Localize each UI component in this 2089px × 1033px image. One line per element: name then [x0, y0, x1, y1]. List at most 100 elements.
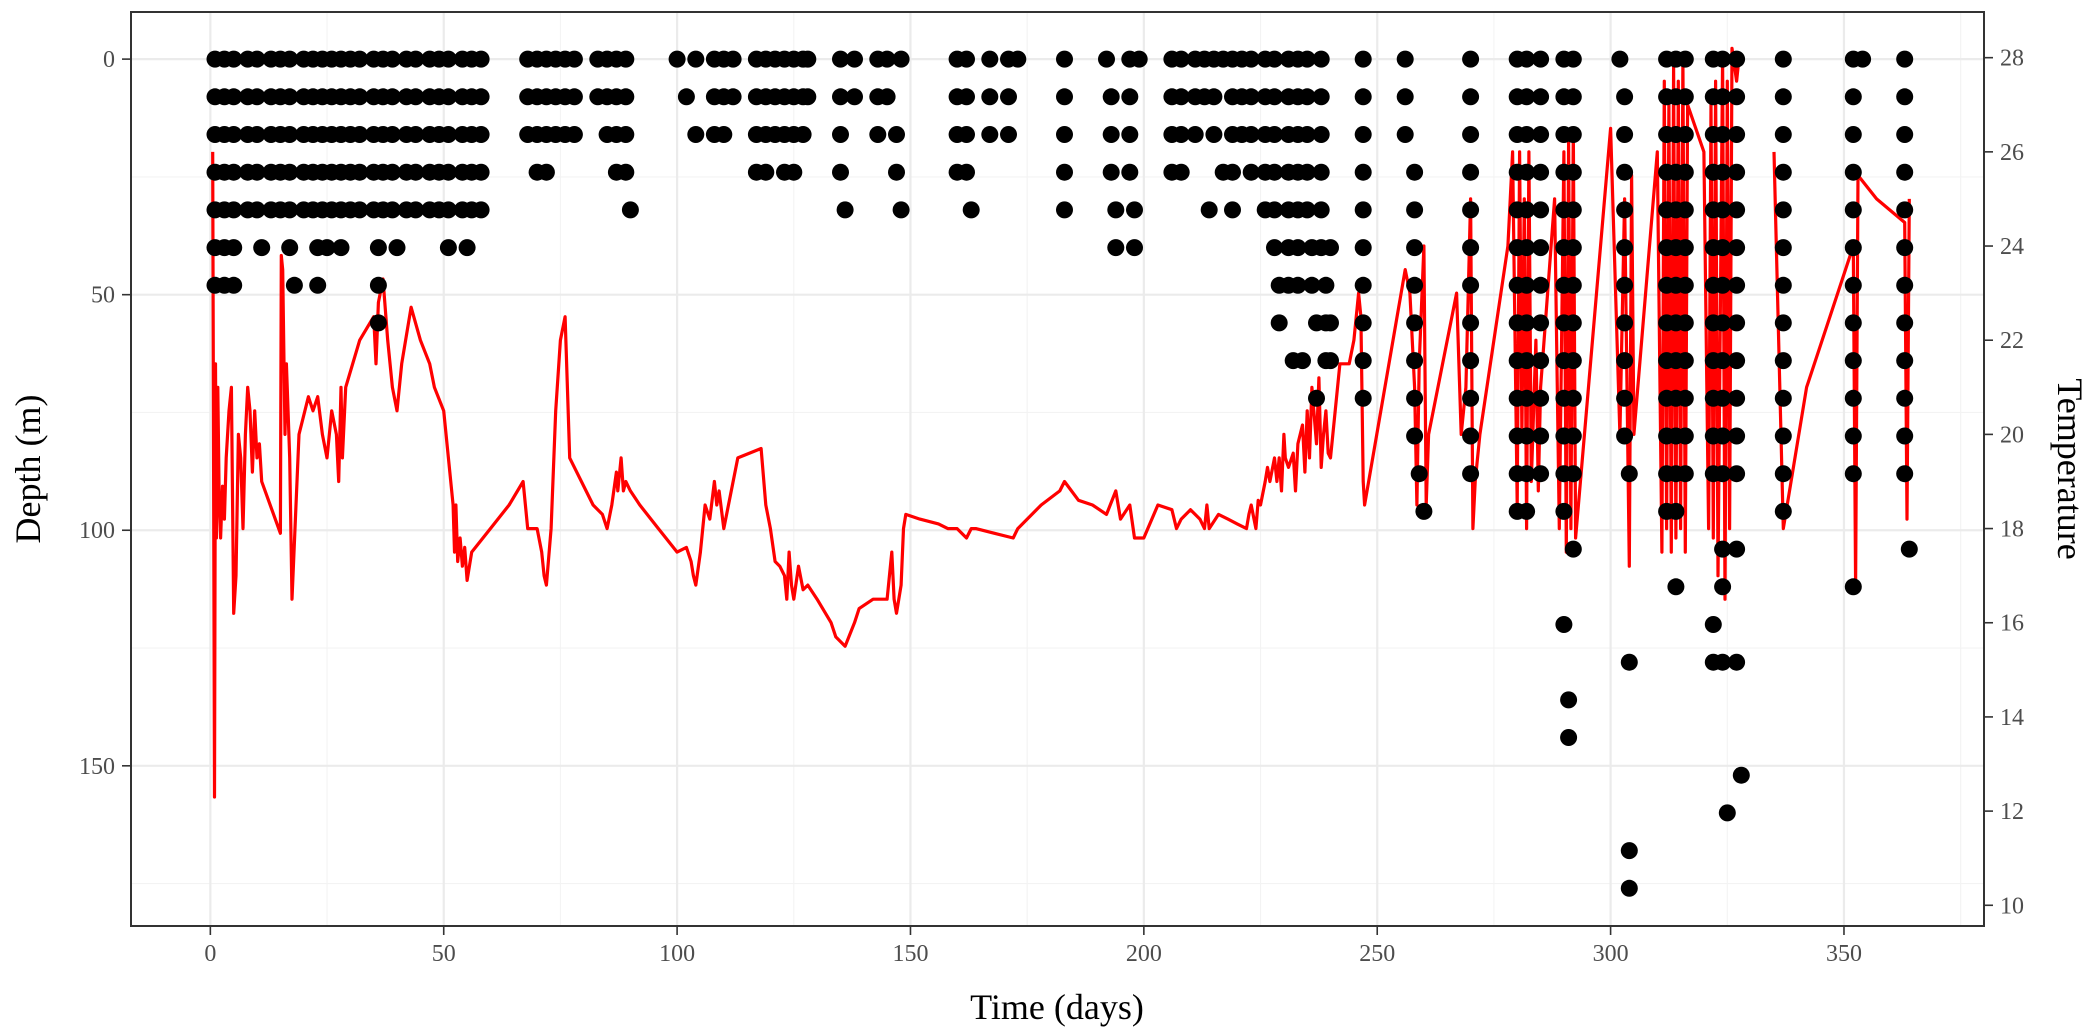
depth-point — [1354, 389, 1372, 407]
depth-point — [1564, 427, 1582, 445]
depth-point — [1676, 465, 1694, 483]
depth-point — [1518, 88, 1536, 106]
y2-tick-label: 22 — [2000, 328, 2024, 354]
depth-point — [1518, 126, 1536, 143]
depth-point — [1774, 502, 1792, 520]
depth-point — [565, 50, 583, 68]
depth-point — [1616, 239, 1634, 257]
y2-tick-label: 28 — [2000, 46, 2024, 72]
depth-point — [1172, 126, 1190, 143]
depth-point — [1462, 88, 1480, 106]
depth-point — [225, 201, 243, 219]
depth-point — [281, 163, 299, 181]
depth-point — [687, 50, 705, 68]
depth-point — [1896, 88, 1914, 106]
depth-point — [1312, 50, 1330, 68]
depth-point — [1518, 314, 1536, 332]
depth-point — [1714, 88, 1732, 106]
depth-point — [1844, 163, 1862, 181]
x-tick-label: 0 — [204, 941, 216, 967]
depth-point — [1896, 126, 1914, 143]
depth-point — [1298, 88, 1316, 106]
depth-point — [309, 276, 327, 294]
depth-point — [1728, 276, 1746, 294]
depth-point — [1518, 276, 1536, 294]
depth-point — [1298, 201, 1316, 219]
depth-point — [1406, 427, 1424, 445]
depth-point — [1564, 239, 1582, 257]
depth-point — [1714, 276, 1732, 294]
depth-point — [1406, 201, 1424, 219]
depth-point — [1462, 126, 1480, 143]
depth-point — [1564, 276, 1582, 294]
depth-point — [1102, 163, 1120, 181]
temperature-line — [1772, 151, 1911, 587]
depth-point — [1728, 239, 1746, 257]
depth-point — [1900, 540, 1918, 558]
depth-point — [1896, 465, 1914, 483]
depth-point — [1266, 50, 1283, 68]
depth-point — [1564, 126, 1582, 143]
depth-point — [1308, 389, 1325, 407]
depth-point — [1172, 88, 1190, 106]
depth-point — [1714, 427, 1732, 445]
depth-point — [1714, 163, 1732, 181]
depth-point — [1354, 201, 1372, 219]
depth-point — [1242, 126, 1260, 143]
y2-tick-label: 14 — [2000, 705, 2024, 731]
depth-point — [1611, 50, 1629, 68]
depth-point — [458, 239, 476, 257]
depth-point — [1532, 126, 1550, 143]
depth-point — [958, 88, 975, 106]
y-tick-label: 0 — [103, 47, 115, 73]
depth-point — [1844, 314, 1862, 332]
x-tick-label: 300 — [1593, 941, 1629, 967]
depth-point — [1774, 50, 1792, 68]
depth-point — [1462, 50, 1480, 68]
depth-point — [1266, 126, 1283, 143]
depth-point — [1354, 276, 1372, 294]
depth-point — [1896, 314, 1914, 332]
depth-point — [1616, 163, 1634, 181]
x-tick-label: 200 — [1126, 941, 1162, 967]
depth-point — [439, 239, 457, 257]
depth-point — [1774, 427, 1792, 445]
depth-point — [1242, 163, 1260, 181]
depth-point — [1312, 88, 1330, 106]
depth-point — [892, 201, 910, 219]
depth-point — [1242, 50, 1260, 68]
depth-point — [892, 50, 910, 68]
depth-point — [757, 163, 775, 181]
depth-point — [1728, 88, 1746, 106]
depth-point — [1518, 50, 1536, 68]
depth-point — [1896, 163, 1914, 181]
depth-point — [1298, 163, 1316, 181]
depth-point — [1844, 276, 1862, 294]
depth-point — [1620, 653, 1638, 671]
depth-point — [1728, 389, 1746, 407]
depth-point — [1205, 126, 1223, 143]
depth-point — [369, 276, 387, 294]
depth-point — [1564, 465, 1582, 483]
depth-point — [1312, 126, 1330, 143]
depth-point — [1844, 88, 1862, 106]
depth-point — [1532, 201, 1550, 219]
depth-point — [472, 163, 490, 181]
depth-point — [1714, 389, 1732, 407]
depth-point — [1224, 163, 1241, 181]
depth-point — [1620, 879, 1638, 897]
depth-point — [1532, 389, 1550, 407]
depth-point — [225, 276, 243, 294]
depth-point — [1354, 314, 1372, 332]
depth-point — [1844, 465, 1862, 483]
depth-point — [1322, 239, 1339, 257]
depth-point — [1676, 239, 1694, 257]
depth-point — [439, 50, 457, 68]
depth-point — [1714, 352, 1732, 370]
depth-point — [617, 88, 635, 106]
depth-point — [846, 50, 863, 68]
depth-point — [1896, 201, 1914, 219]
depth-point — [1564, 314, 1582, 332]
depth-point — [1532, 163, 1550, 181]
